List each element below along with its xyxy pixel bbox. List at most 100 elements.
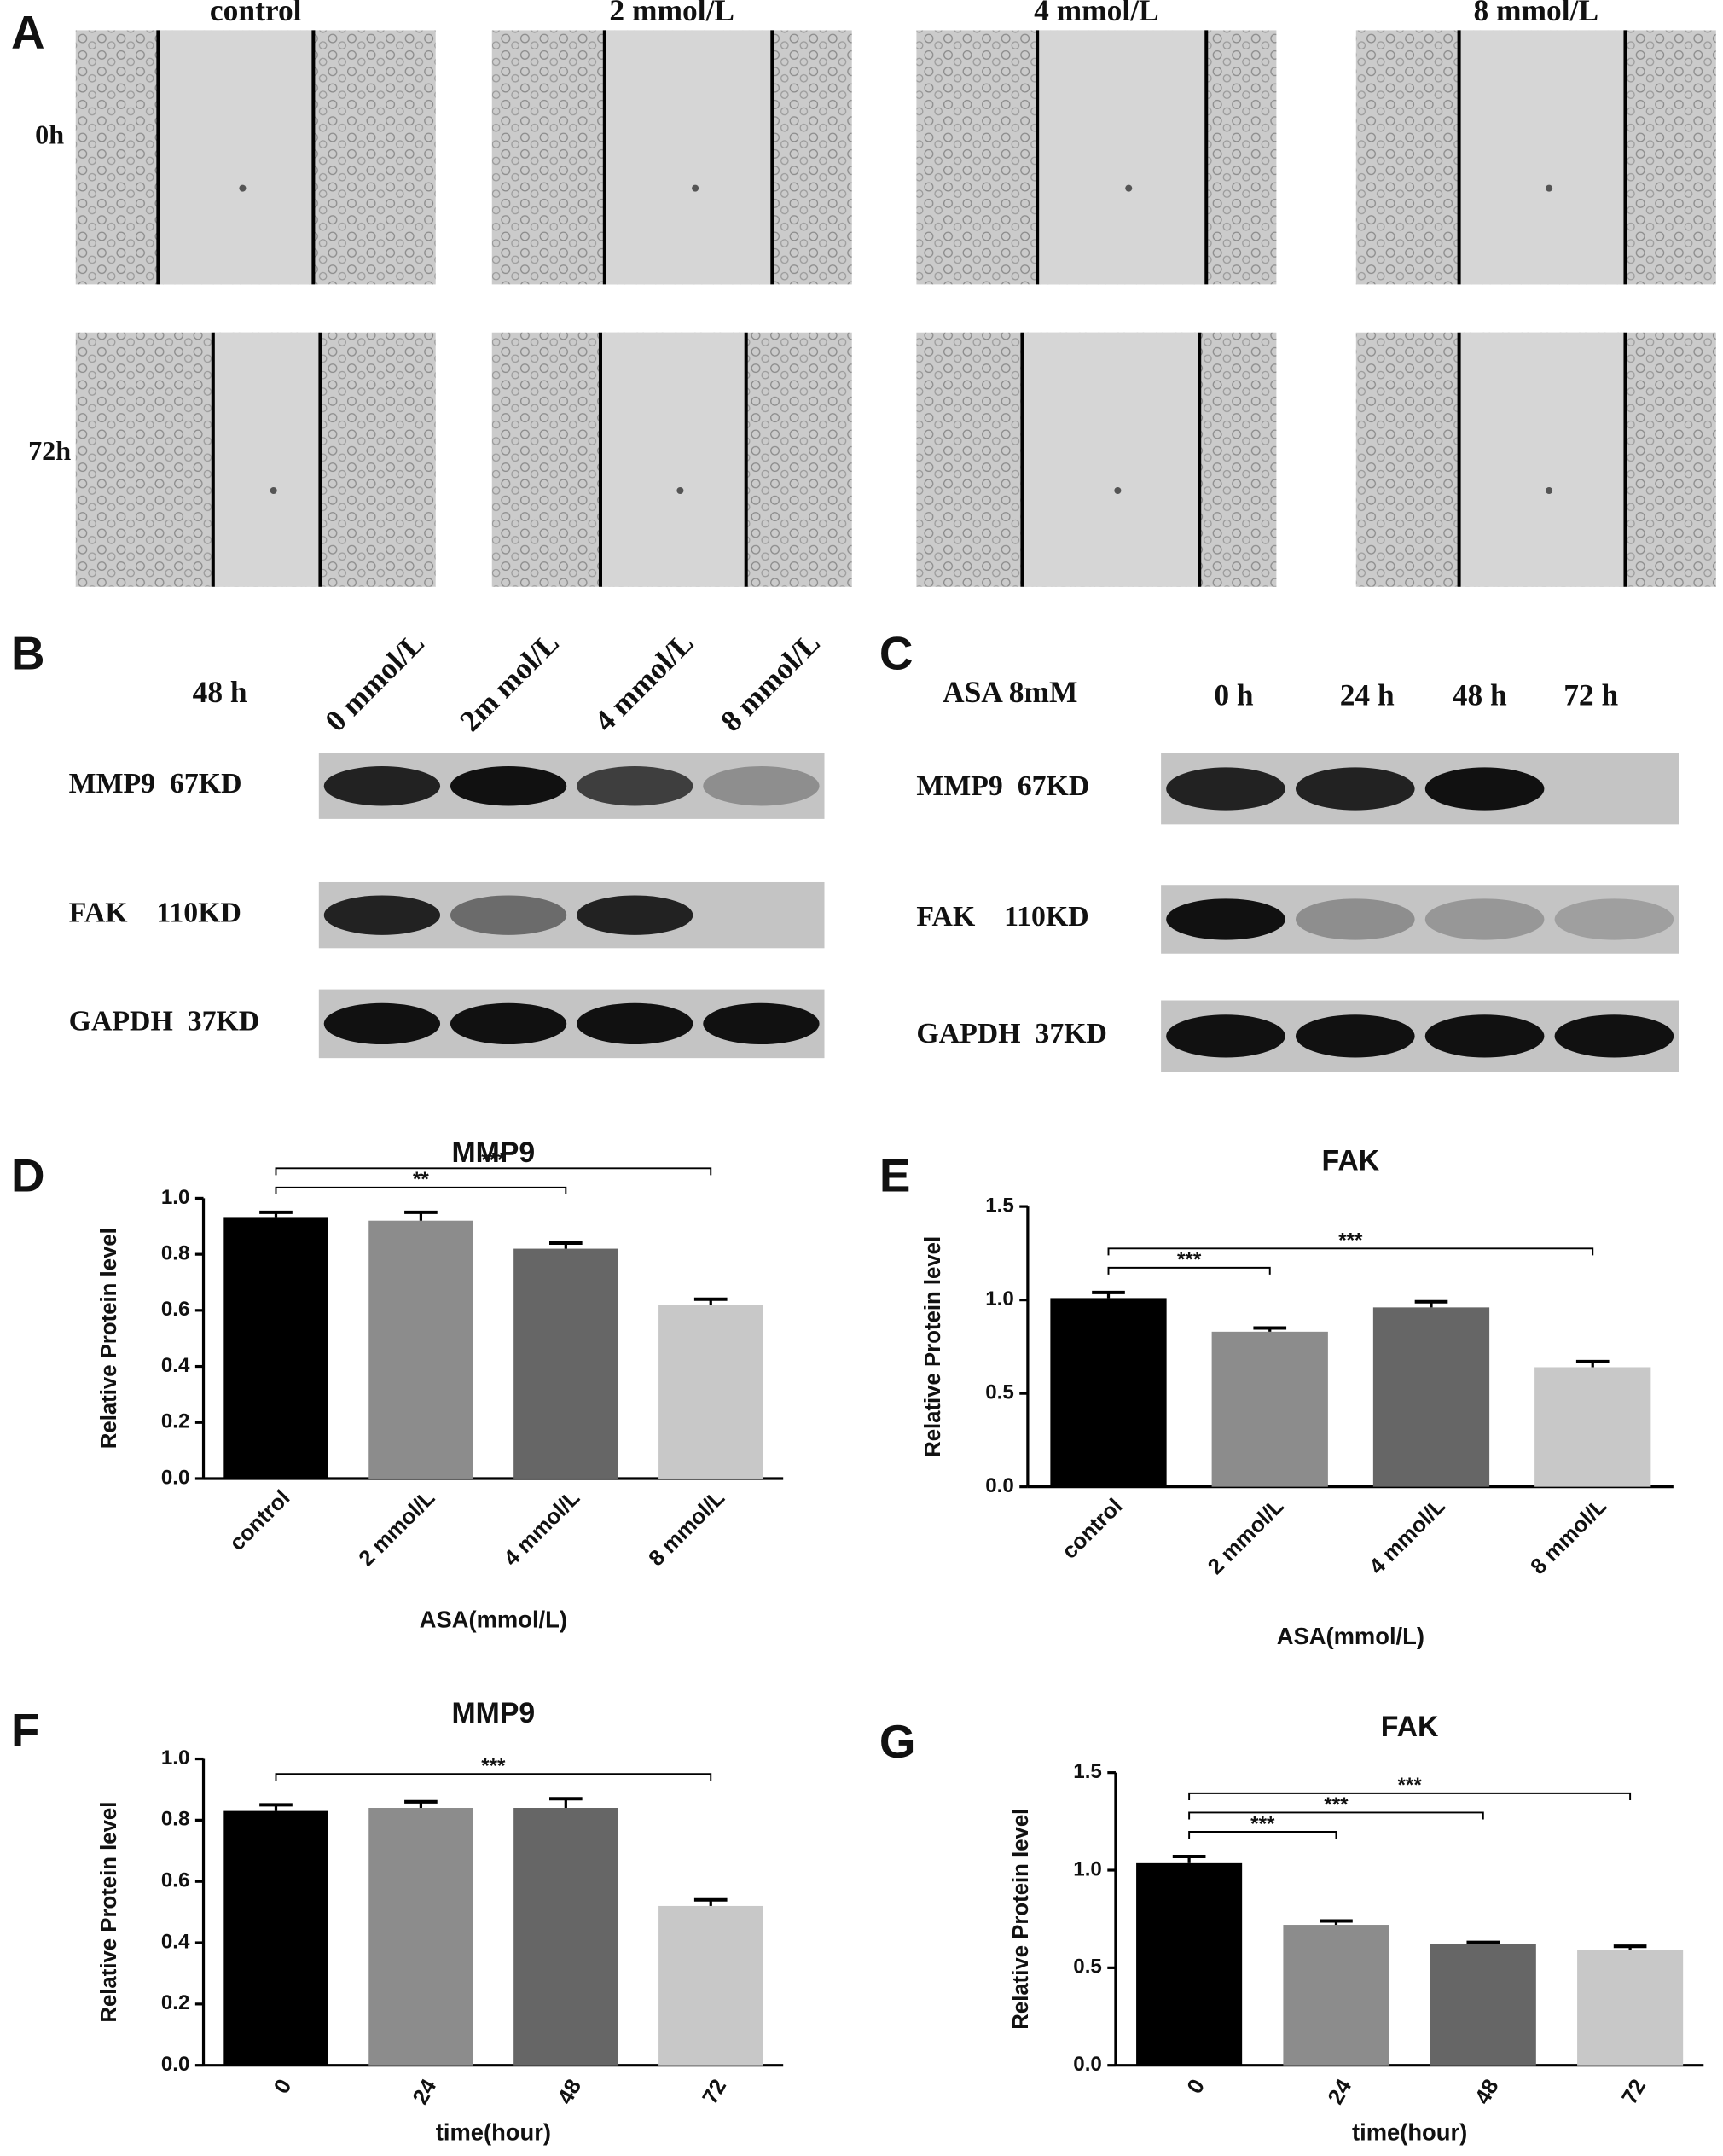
- x-tick-label: 72: [699, 2075, 732, 2108]
- lane-label: 8 mmol/L: [714, 625, 827, 738]
- bar: [513, 1808, 618, 2066]
- bar: [1050, 1298, 1167, 1487]
- y-tick-label: 1.0: [161, 1746, 190, 1770]
- cell-dot: [1114, 486, 1122, 495]
- blot-band: [577, 766, 693, 806]
- x-tick-label: 0: [270, 2075, 296, 2097]
- significance-bracket: [1188, 1811, 1484, 1820]
- x-tick-label: 72: [1618, 2075, 1651, 2108]
- lane-label: 0 mmol/L: [318, 625, 431, 738]
- y-tick-label: 0.4: [161, 1930, 190, 1953]
- bar: [658, 1305, 763, 1479]
- significance-bracket: [275, 1186, 567, 1194]
- bar: [1534, 1367, 1651, 1487]
- y-tick-label: 1.5: [985, 1194, 1014, 1217]
- significance-label: ***: [481, 1755, 506, 1778]
- panel-letter: G: [879, 1715, 916, 1768]
- protein-label: FAK 110KD: [916, 901, 1088, 933]
- bar: [658, 1905, 763, 2066]
- y-tick-label: 0.2: [161, 1991, 190, 2014]
- wound-gap: [158, 30, 314, 285]
- column-label: 2 mmol/L: [609, 0, 734, 27]
- x-tick-label: control: [1058, 1494, 1128, 1564]
- y-axis-label: Relative Protein level: [921, 1236, 945, 1457]
- bar: [1283, 1925, 1389, 2066]
- panel-letter: F: [11, 1704, 39, 1757]
- x-tick-label: 4 mmol/L: [1365, 1494, 1450, 1579]
- blot-band: [577, 1002, 693, 1045]
- blot-condition: 48 h: [193, 675, 247, 709]
- bar: [223, 1810, 328, 2066]
- bar: [1136, 1862, 1243, 2066]
- significance-label: ***: [1398, 1774, 1423, 1797]
- lane-label: 24 h: [1340, 677, 1395, 712]
- significance-label: ***: [1338, 1229, 1363, 1252]
- blot-band: [1424, 898, 1545, 940]
- significance-bracket: [1188, 1792, 1632, 1800]
- x-tick-label: control: [225, 1486, 295, 1556]
- lane-label: 48 h: [1453, 677, 1507, 712]
- blot-band: [450, 766, 567, 806]
- wound-gap: [1459, 30, 1626, 285]
- blot-band: [1166, 767, 1285, 811]
- blot-band: [323, 895, 441, 935]
- blot-band: [1424, 767, 1545, 811]
- y-tick-label: 0.8: [161, 1242, 190, 1265]
- y-tick-label: 1.0: [985, 1287, 1014, 1310]
- y-tick-label: 0.8: [161, 1808, 190, 1831]
- y-tick-label: 1.0: [1073, 1857, 1102, 1880]
- wound-gap: [1022, 332, 1200, 587]
- significance-bracket: [1107, 1266, 1271, 1275]
- cell-dot: [692, 184, 699, 192]
- blot-band: [323, 766, 441, 806]
- column-label: 8 mmol/L: [1473, 0, 1598, 27]
- wound-gap: [600, 332, 746, 587]
- y-tick-label: 0.2: [161, 1410, 190, 1433]
- blot-band: [703, 1002, 820, 1045]
- blot-band: [1166, 1014, 1285, 1058]
- blot-band: [1295, 898, 1415, 940]
- y-tick-label: 0.0: [985, 1474, 1014, 1497]
- lane-label: 0 h: [1214, 677, 1254, 712]
- protein-label: GAPDH 37KD: [69, 1006, 260, 1037]
- row-label: 72h: [28, 435, 71, 466]
- significance-label: ***: [1177, 1248, 1202, 1271]
- x-tick-label: 24: [409, 2075, 442, 2108]
- blot-condition: ASA 8mM: [943, 675, 1077, 709]
- cell-dot: [1546, 184, 1553, 192]
- bar: [513, 1248, 618, 1479]
- significance-label: ***: [481, 1149, 506, 1172]
- cell-dot: [270, 486, 277, 495]
- x-tick-label: 48: [1471, 2075, 1504, 2108]
- protein-label: FAK 110KD: [69, 897, 241, 928]
- y-tick-label: 0.6: [161, 1298, 190, 1321]
- y-axis-label: Relative Protein level: [97, 1228, 121, 1449]
- blot-band: [577, 895, 693, 935]
- x-tick-label: 24: [1324, 2075, 1357, 2108]
- x-tick-label: 2 mmol/L: [355, 1486, 440, 1572]
- bar: [368, 1220, 473, 1479]
- x-tick-label: 2 mmol/L: [1204, 1494, 1289, 1579]
- chart-title: FAK: [1381, 1711, 1439, 1743]
- chart-title: FAK: [1322, 1144, 1380, 1177]
- row-label: 0h: [35, 119, 64, 149]
- protein-label: GAPDH 37KD: [916, 1018, 1107, 1049]
- y-tick-label: 0.6: [161, 1869, 190, 1892]
- y-tick-label: 0.0: [161, 1466, 190, 1489]
- wound-gap: [212, 332, 321, 587]
- y-tick-label: 0.5: [985, 1381, 1014, 1404]
- cell-dot: [239, 184, 247, 192]
- significance-label: ***: [1250, 1812, 1275, 1835]
- x-axis-label: time(hour): [436, 2118, 551, 2145]
- chart-title: MMP9: [452, 1136, 536, 1169]
- wound-gap: [1459, 332, 1626, 587]
- bar: [368, 1808, 473, 2066]
- panel-letter: E: [879, 1148, 911, 1201]
- panel-letter: A: [11, 5, 45, 58]
- column-label: control: [210, 0, 302, 27]
- bar: [1430, 1944, 1536, 2066]
- y-axis-label: Relative Protein level: [97, 1802, 121, 2023]
- cell-dot: [1546, 486, 1553, 495]
- significance-bracket: [275, 1167, 712, 1176]
